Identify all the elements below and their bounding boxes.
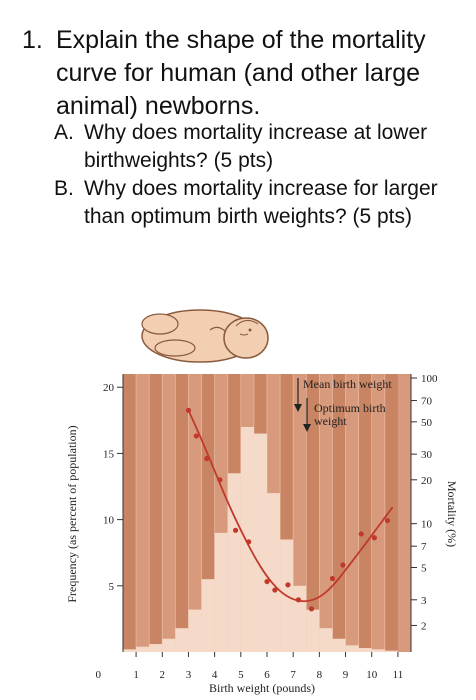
y2-tick-label: 100 bbox=[421, 373, 438, 385]
question-number: 1. bbox=[22, 26, 43, 54]
y2-axis-label: Mortality (%) bbox=[445, 481, 459, 547]
y2-tick-label: 10 bbox=[421, 519, 433, 531]
frequency-bar bbox=[319, 628, 333, 652]
x-axis-label: Birth weight (pounds) bbox=[209, 681, 315, 695]
optimum-label-line-2: weight bbox=[314, 414, 347, 428]
question-text: Explain the shape of the mortality curve… bbox=[56, 26, 426, 120]
y2-tick-label: 70 bbox=[421, 396, 433, 408]
newborn-baby-illustration bbox=[141, 309, 269, 363]
part-a-letter: A. bbox=[54, 121, 74, 144]
mortality-point bbox=[272, 587, 278, 593]
frequency-bar bbox=[123, 649, 137, 652]
optimum-birth-weight-annotation: Optimum birth weight bbox=[303, 398, 389, 432]
frequency-bar bbox=[293, 585, 307, 652]
part-b-letter: B. bbox=[54, 177, 74, 200]
optimum-birth-weight-label: Optimum birth weight bbox=[314, 401, 389, 428]
y-axis-ticks: 0 5 10 15 20 bbox=[96, 382, 123, 681]
frequency-bar bbox=[214, 532, 228, 652]
frequency-bar bbox=[188, 609, 202, 652]
mortality-point bbox=[246, 539, 252, 545]
y-tick-label: 5 bbox=[109, 581, 115, 593]
mortality-point bbox=[308, 606, 315, 612]
frequency-bar bbox=[267, 493, 281, 652]
x-tick-label: 8 bbox=[317, 669, 323, 681]
mortality-point bbox=[193, 433, 199, 439]
frequency-bar bbox=[371, 649, 385, 652]
y2-tick-label: 7 bbox=[421, 541, 427, 553]
mortality-point bbox=[285, 582, 291, 588]
x-tick-label: 6 bbox=[264, 669, 270, 681]
x-tick-label: 11 bbox=[393, 669, 404, 681]
mortality-point bbox=[340, 562, 346, 568]
y2-tick-label: 2 bbox=[421, 620, 427, 632]
x-tick-label: 1 bbox=[133, 669, 139, 681]
frequency-bar bbox=[306, 609, 320, 652]
part-b-text: Why does mortality increase for larger t… bbox=[84, 177, 438, 228]
frequency-bar bbox=[136, 646, 150, 652]
x-tick-label: 2 bbox=[160, 669, 166, 681]
frequency-bar bbox=[345, 645, 359, 652]
frequency-bar bbox=[240, 426, 254, 652]
frequency-bar bbox=[227, 473, 241, 652]
frequency-bar bbox=[201, 579, 215, 652]
frequency-bars bbox=[123, 426, 398, 652]
frequency-bar bbox=[384, 650, 398, 652]
y2-tick-label: 30 bbox=[421, 449, 433, 461]
plot-stripe bbox=[358, 374, 372, 652]
x-tick-label: 3 bbox=[186, 669, 192, 681]
y-axis-label: Frequency (as percent of population) bbox=[65, 425, 79, 602]
plot-stripe bbox=[384, 374, 398, 652]
x-axis-ticks: 1 2 3 4 5 6 7 8 9 10 11 bbox=[133, 652, 403, 681]
part-a-text: Why does mortality increase at lower bir… bbox=[84, 121, 428, 172]
plot-stripe bbox=[149, 374, 163, 652]
x-tick-label: 9 bbox=[343, 669, 349, 681]
mortality-point bbox=[264, 578, 270, 585]
mortality-point bbox=[185, 407, 192, 413]
plot-stripe bbox=[123, 374, 137, 652]
mortality-point bbox=[384, 517, 391, 524]
x-tick-label: 4 bbox=[212, 669, 218, 681]
y2-axis-ticks: 100 70 50 30 20 10 7 5 3 2 bbox=[411, 373, 438, 632]
frequency-bar bbox=[253, 433, 267, 652]
mortality-point bbox=[329, 575, 336, 582]
frequency-bar bbox=[149, 644, 163, 652]
optimum-label-line-1: Optimum birth bbox=[314, 401, 386, 415]
mortality-point bbox=[358, 531, 364, 537]
plot-stripe bbox=[175, 374, 189, 652]
mortality-point bbox=[295, 597, 302, 603]
y-tick-label: 15 bbox=[103, 448, 115, 460]
mortality-point bbox=[204, 455, 210, 462]
y2-tick-label: 20 bbox=[421, 475, 433, 487]
frequency-bar bbox=[175, 628, 189, 652]
frequency-bar bbox=[332, 638, 346, 652]
y2-tick-label: 3 bbox=[421, 595, 427, 607]
x-tick-label: 7 bbox=[290, 669, 296, 681]
mean-birth-weight-label: Mean birth weight bbox=[303, 377, 392, 391]
y2-tick-label: 50 bbox=[421, 417, 433, 429]
mortality-point bbox=[217, 477, 223, 483]
mortality-point bbox=[232, 527, 239, 533]
y-tick-label: 20 bbox=[103, 382, 115, 394]
plot-stripe bbox=[306, 374, 320, 652]
y-tick-label: 10 bbox=[103, 515, 115, 527]
mean-birth-weight-annotation: Mean birth weight bbox=[294, 377, 392, 412]
x-tick-label: 10 bbox=[366, 669, 378, 681]
mortality-point bbox=[371, 535, 377, 541]
frequency-bar bbox=[162, 638, 176, 652]
y2-tick-label: 5 bbox=[421, 562, 427, 574]
mortality-points bbox=[185, 407, 391, 612]
frequency-bar bbox=[358, 648, 372, 652]
mortality-curve bbox=[187, 409, 394, 603]
x-tick-label: 5 bbox=[238, 669, 244, 681]
y-tick-label: 0 bbox=[96, 669, 102, 681]
